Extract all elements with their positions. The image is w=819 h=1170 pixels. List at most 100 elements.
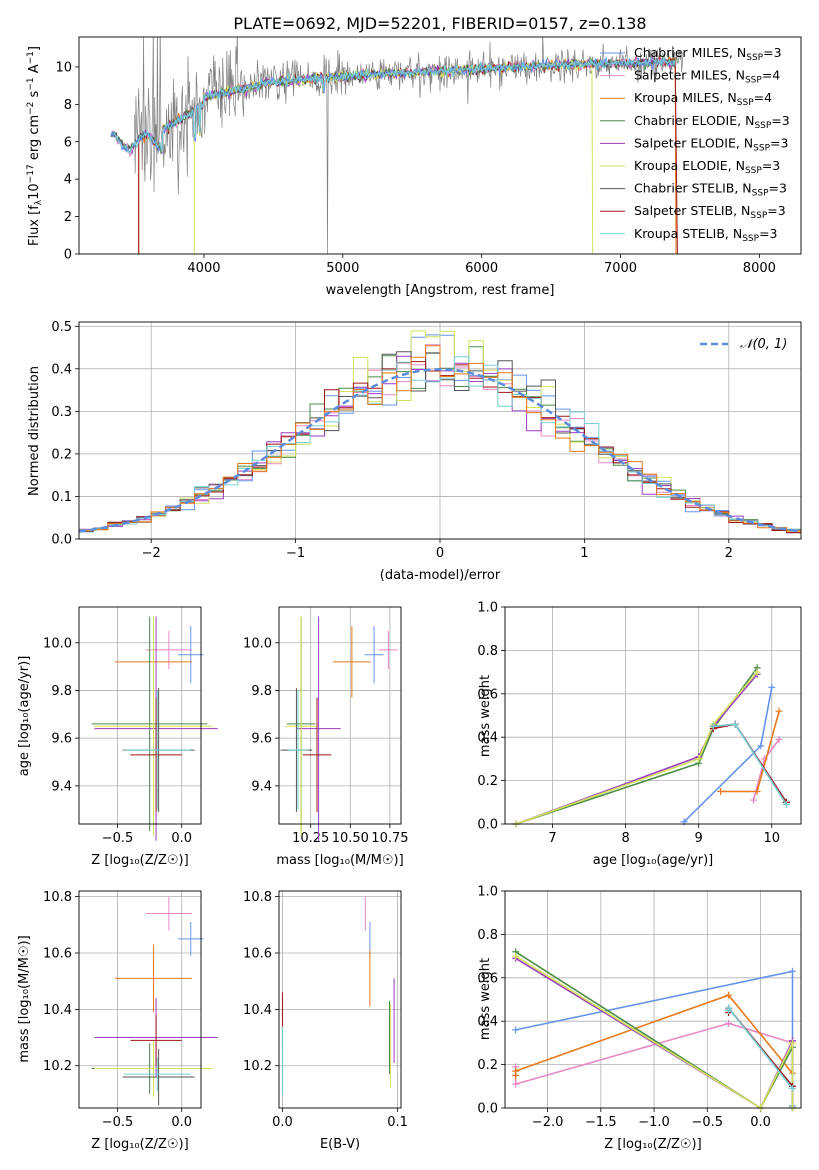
weight-line [713, 723, 788, 803]
p6-xlabel: E(B-V) [320, 1137, 360, 1152]
x-tick-label: 10.75 [371, 831, 408, 846]
weight-series-kroupa_miles [717, 707, 783, 795]
histogram-ylabel: Normed distribution [27, 366, 42, 496]
p4-ylabel: mass weight [478, 675, 493, 757]
errorbar-kroupa_elodie [94, 1040, 213, 1097]
y-tick-label: 0.6 [477, 687, 498, 702]
x-tick-label: 1 [580, 546, 588, 561]
errorbar-kroupa_stelib [288, 690, 308, 810]
y-tick-label: 0.8 [477, 644, 498, 659]
weight-series-salpeter_stelib [709, 720, 790, 806]
y-tick-label: 0.8 [477, 928, 498, 943]
model-spectrum-salpeter_stelib [138, 54, 678, 254]
errorbar-kroupa_stelib [123, 1057, 191, 1092]
y-tick-label: 10.0 [243, 636, 272, 651]
legend-label-salpeter_stelib: Salpeter STELIB, NSSP=3 [634, 203, 786, 221]
age-vs-mass-panel: 10.25 10.50 10.75 9.4 9.6 9.8 10.0 mass [log₁₀… [243, 606, 409, 868]
y-tick-label: 10.8 [43, 890, 72, 905]
y-tick-label: 0.3 [51, 405, 72, 420]
errorbar-salpeter_miles [145, 896, 193, 931]
y-tick-label: 9.8 [51, 684, 72, 699]
mass-vs-extinction-panel: 0.0 0.1 10.2 10.4 10.6 10.8 E(B-V) [243, 890, 408, 1152]
legend-label-kroupa_miles: Kroupa MILES, NSSP=4 [634, 90, 772, 108]
weight-series-kroupa_elodie [512, 668, 761, 828]
y-tick-label: 9.4 [251, 779, 272, 794]
y-tick-label: 1.0 [477, 601, 498, 616]
y-tick-label: 0.0 [477, 818, 498, 833]
spectrum-panel: PLATE=0692, MJD=52201, FIBERID=0157, z=0… [26, 14, 802, 298]
legend-label-salpeter_miles: Salpeter MILES, NSSP=4 [634, 68, 780, 86]
model-spectrum-kroupa_miles [138, 54, 677, 254]
y-tick-label: 10.2 [243, 1059, 272, 1074]
y-tick-label: 10.4 [43, 1003, 72, 1018]
weight-series-chabrier_stelib [709, 720, 790, 806]
y-tick-label: 0.2 [51, 447, 72, 462]
errorbar-salpeter_stelib [130, 1015, 182, 1066]
y-tick-label: 6 [64, 135, 72, 150]
x-tick-label: 0 [436, 546, 444, 561]
y-tick-label: 10.2 [43, 1059, 72, 1074]
x-tick-label: 2 [725, 546, 733, 561]
x-tick-label: 0.0 [272, 1115, 293, 1130]
x-tick-label: 10.25 [292, 831, 329, 846]
legend-label-chabrier_miles: Chabrier MILES, NSSP=3 [634, 45, 782, 63]
legend-label-kroupa_stelib: Kroupa STELIB, NSSP=3 [634, 226, 778, 244]
errorbar-salpeter_miles [145, 630, 193, 669]
weight-series-chabrier_elodie [512, 664, 761, 828]
gaussian-legend-label: 𝒩(0, 1) [740, 337, 787, 352]
x-tick-label: −2 [142, 546, 161, 561]
p2-xlabel: Z [log₁₀(Z/Z☉)] [91, 853, 188, 868]
y-tick-label: 10.8 [243, 890, 272, 905]
weight-series-kroupa_stelib [709, 720, 790, 808]
errorbar-chabrier_miles [364, 626, 384, 684]
errorbar-kroupa_stelib [123, 690, 191, 810]
histogram-legend: 𝒩(0, 1) [700, 337, 787, 352]
y-tick-label: 9.8 [251, 684, 272, 699]
spectrum-title: PLATE=0692, MJD=52201, FIBERID=0157, z=0… [233, 14, 646, 33]
observed-spectrum [134, 37, 684, 254]
spectrum-xlabel: wavelength [Angstrom, rest frame] [326, 283, 555, 298]
p2-ylabel: age [log₁₀(age/yr)] [17, 656, 32, 777]
x-tick-label: −0.5 [102, 1115, 134, 1130]
p5-ylabel: mass [log₁₀(M/M☉)] [17, 935, 32, 1062]
errorbar-kroupa_miles [332, 626, 371, 698]
y-tick-label: 9.6 [51, 732, 72, 747]
y-tick-label: 10.0 [43, 636, 72, 651]
spectrum-lines [110, 37, 684, 254]
errorbar-kroupa_elodie [94, 616, 213, 836]
x-tick-label: 0.0 [171, 1115, 192, 1130]
y-tick-label: 2 [64, 210, 72, 225]
histogram-clip [79, 330, 801, 539]
y-tick-label: 10.6 [43, 947, 72, 962]
x-tick-label: 7000 [604, 261, 637, 276]
y-tick-label: 0.4 [477, 731, 498, 746]
errorbar-chabrier_miles [177, 922, 204, 956]
p3-xlabel: mass [log₁₀(M/M☉)] [276, 853, 403, 868]
x-tick-label: −1.5 [585, 1115, 617, 1130]
errorbar-kroupa_elodie [285, 616, 318, 836]
y-tick-label: 0 [64, 248, 72, 263]
y-tick-label: 9.6 [251, 732, 272, 747]
y-tick-label: 0.0 [51, 533, 72, 548]
weight-series-salpeter_elodie [512, 670, 761, 828]
x-tick-label: 10.50 [332, 831, 369, 846]
weight-line [713, 723, 788, 805]
x-tick-label: 6000 [465, 261, 498, 276]
histogram-frame [78, 321, 802, 540]
weight-series-kroupa_stelib [725, 1004, 796, 1092]
weight-line [515, 955, 794, 1110]
y-tick-label: 10.6 [243, 947, 272, 962]
y-tick-label: 4 [64, 173, 72, 188]
x-tick-label: −2.0 [532, 1115, 564, 1130]
p4-xlabel: age [log₁₀(age/yr)] [593, 853, 714, 868]
weight-series-chabrier_miles [680, 683, 776, 826]
x-tick-label: 5000 [326, 261, 359, 276]
y-tick-label: 0.2 [477, 1058, 498, 1073]
spectrum-axes: 4000 5000 6000 7000 8000 0 2 4 6 8 10 [55, 60, 775, 276]
model-spectrum-kroupa_stelib [112, 53, 676, 155]
weight-line [515, 671, 758, 825]
gaussian-curve [79, 368, 801, 533]
p7-ylabel: mass weight [478, 958, 493, 1040]
errorbar-salpeter_stelib [302, 697, 332, 813]
age-vs-metallicity-panel: −0.5 0.0 9.4 9.6 9.8 10.0 Z [log₁₀(Z/Z☉)] age… [17, 606, 218, 868]
